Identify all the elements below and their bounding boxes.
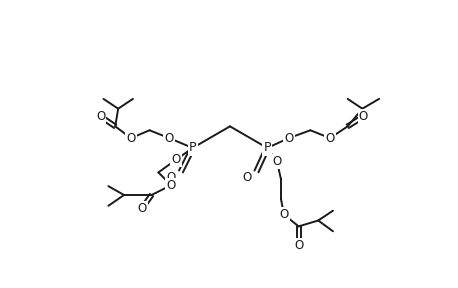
Text: O: O [137, 202, 147, 215]
Text: P: P [189, 141, 196, 154]
Text: O: O [96, 110, 105, 123]
Text: O: O [284, 132, 294, 145]
Text: O: O [167, 179, 176, 192]
Text: O: O [126, 132, 136, 145]
Text: O: O [242, 171, 251, 184]
Text: O: O [164, 132, 174, 145]
Text: P: P [263, 141, 271, 154]
Text: O: O [325, 132, 335, 145]
Text: O: O [167, 171, 176, 184]
Text: O: O [279, 208, 289, 221]
Text: O: O [171, 153, 180, 166]
Text: O: O [273, 155, 282, 168]
Text: O: O [294, 240, 303, 253]
Text: O: O [359, 110, 368, 123]
